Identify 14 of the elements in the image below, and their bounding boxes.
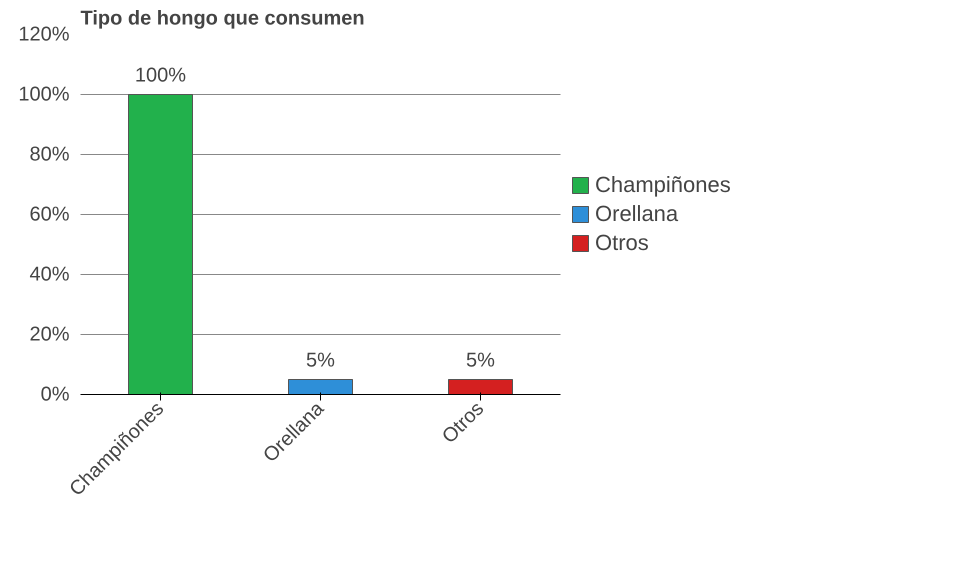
data-label: 5%: [466, 350, 496, 372]
y-tick-label: 0%: [40, 384, 70, 406]
y-tick-label: 120%: [18, 24, 70, 46]
chart-title: Tipo de hongo que consumen: [80, 8, 365, 30]
legend-label: Orellana: [595, 201, 678, 227]
y-tick-label: 20%: [29, 324, 70, 346]
legend-label: Otros: [595, 230, 649, 256]
y-tick-label: 80%: [29, 144, 70, 166]
y-tick-label: 40%: [29, 264, 70, 286]
y-tick-label: 100%: [18, 84, 70, 106]
data-label: 100%: [134, 64, 186, 86]
legend-label: Champiñones: [595, 172, 731, 198]
y-tick-label: 60%: [29, 204, 70, 226]
data-label: 5%: [306, 350, 336, 372]
